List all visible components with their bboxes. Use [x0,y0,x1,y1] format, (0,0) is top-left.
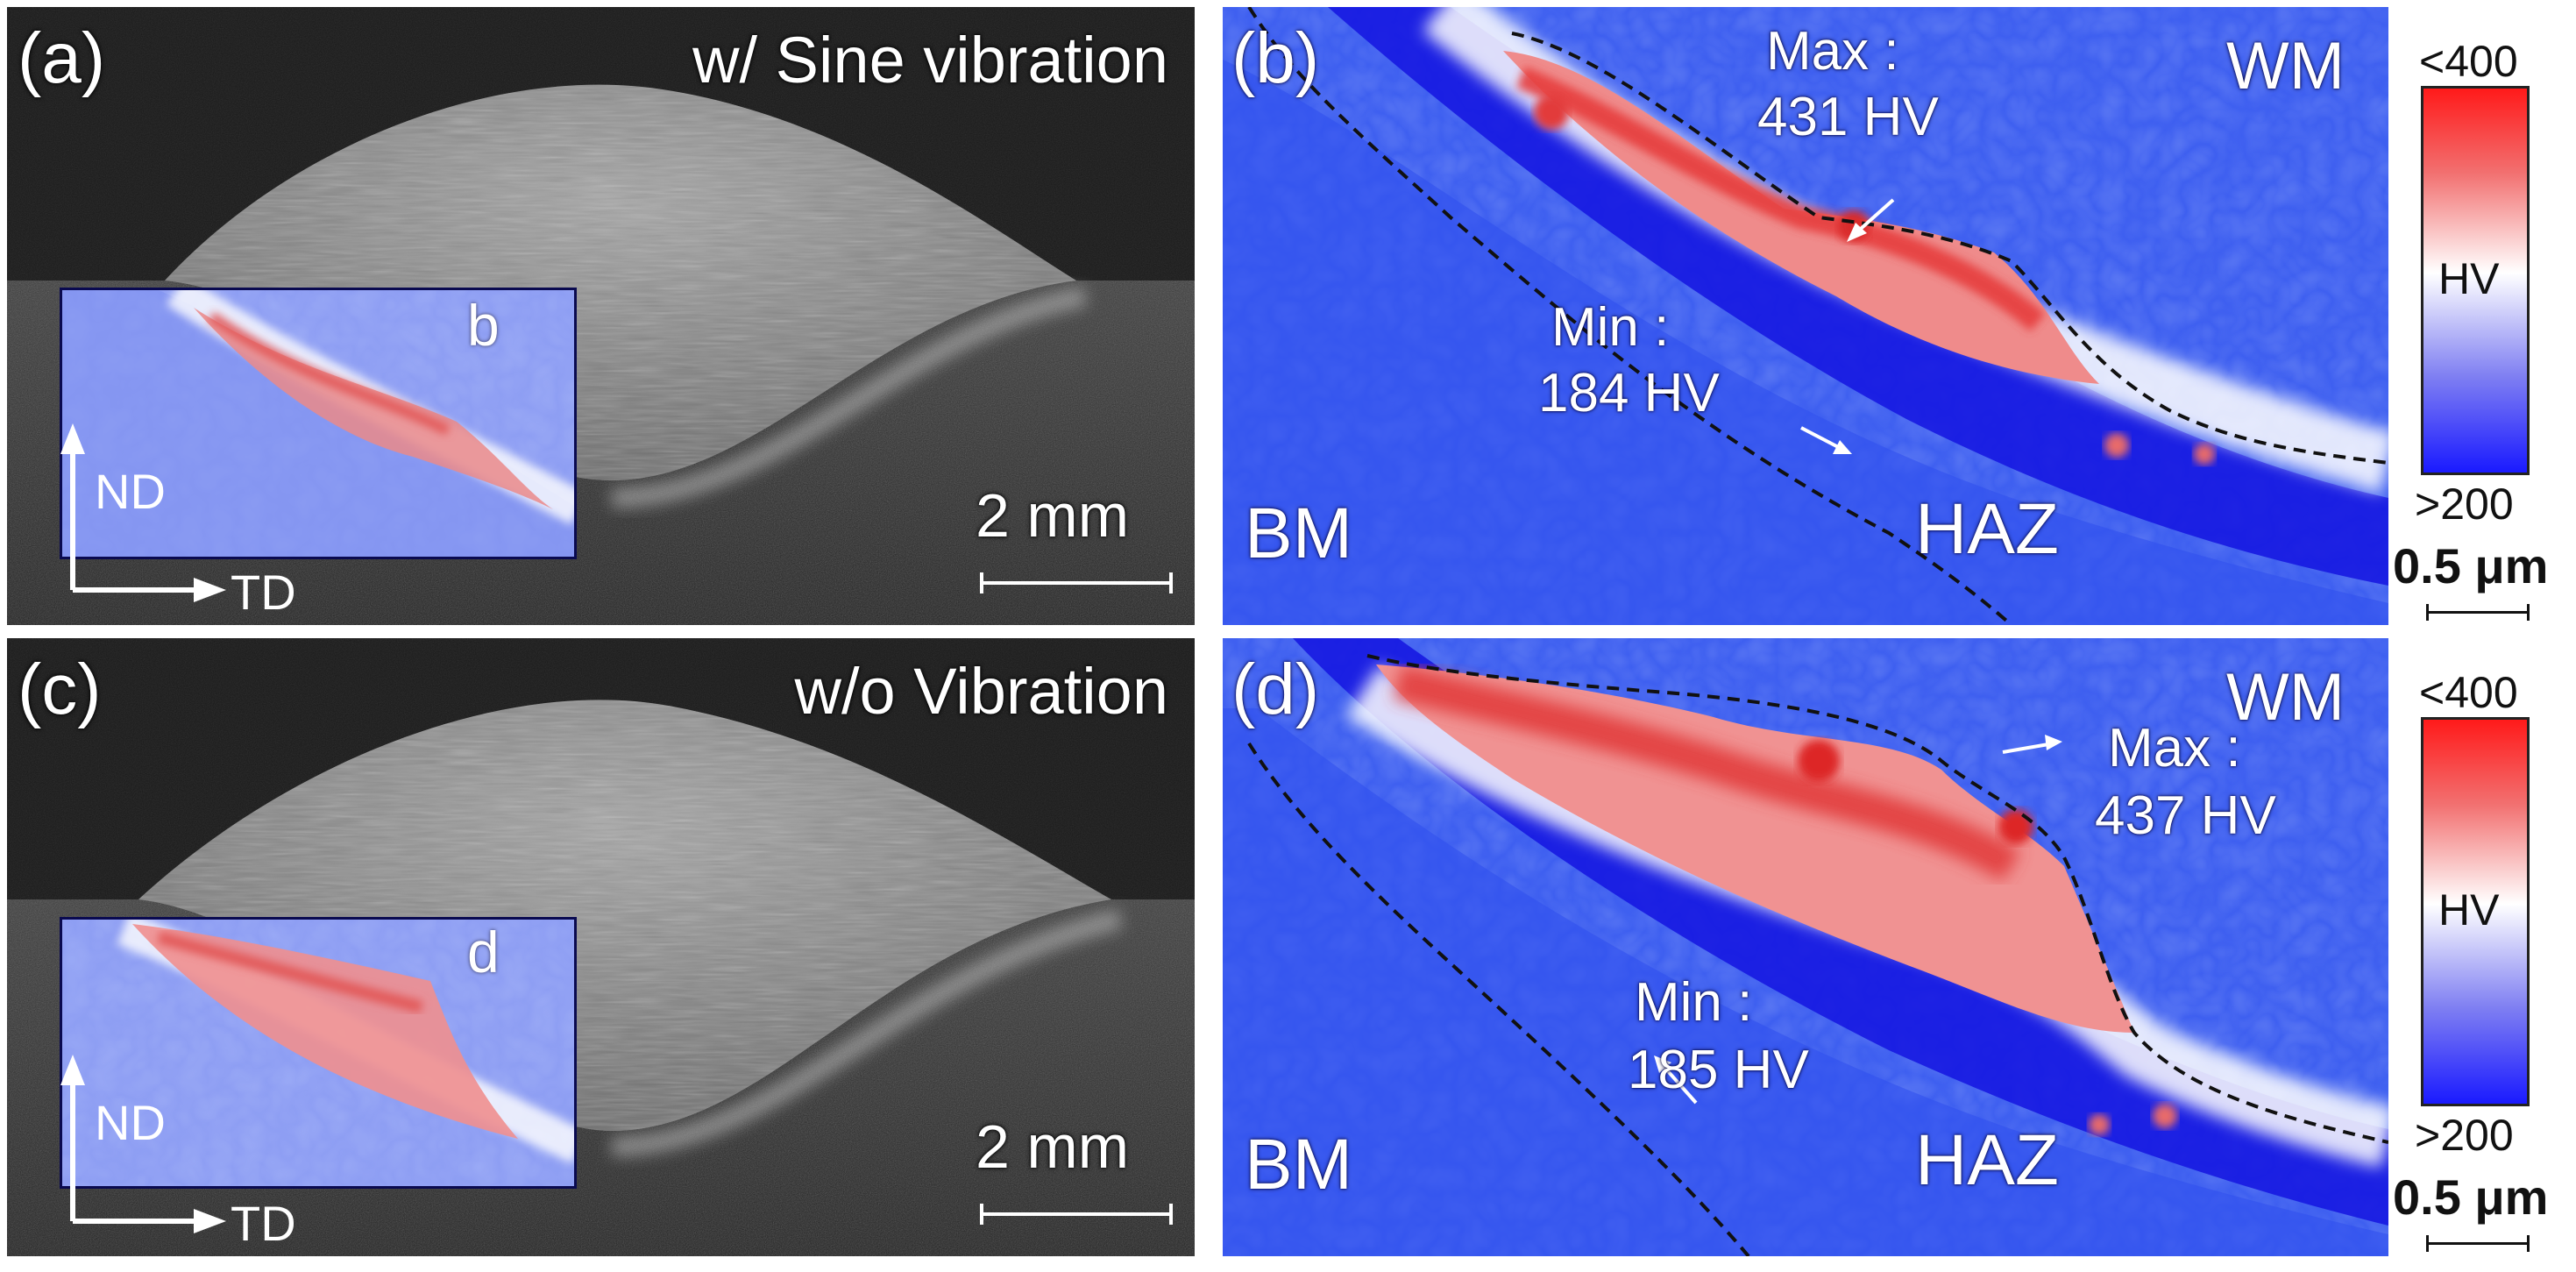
micrograph-panel-a: (a) w/ Sine vibration b ND TD 2 mm [7,7,1195,625]
panel-tag-c: (c) [18,650,102,729]
colorbar-mid-label-b: HV [2438,254,2500,303]
min-value-b: 184 HV [1538,363,1720,423]
bm-label-d: BM [1245,1125,1352,1204]
min-label-b: Min : [1551,297,1670,358]
scale-label-d: 0.5 μm [2393,1169,2549,1225]
nd-td-axes-icon [60,423,226,602]
min-label-d: Min : [1635,972,1753,1033]
wm-label-d: WM [2226,660,2345,735]
scale-bar-a [980,572,1173,593]
hardness-map-d-image [1223,638,2388,1256]
colorbar-b [2421,86,2530,475]
condition-title-c: w/o Vibration [794,655,1168,728]
colorbar-d [2421,717,2530,1106]
max-value-b: 431 HV [1757,87,1939,147]
min-value-d: 185 HV [1628,1040,1809,1100]
max-value-d: 437 HV [2095,785,2276,846]
colorbar-top-label-d: <400 [2419,668,2518,717]
panel-tag-b: (b) [1231,18,1320,98]
scale-label-b: 0.5 μm [2393,538,2549,593]
nd-td-axes-icon [60,1055,226,1233]
scale-label-c: 2 mm [976,1112,1129,1181]
axis-label-td-a: TD [231,565,296,620]
panel-tag-a: (a) [18,18,106,98]
colorbar-top-label-b: <400 [2419,37,2518,86]
scale-bar-b [2426,604,2530,621]
inset-tag-b: b [467,293,500,358]
axis-label-nd-a: ND [95,464,166,519]
haz-label-b: HAZ [1915,489,2059,569]
scale-bar-c [980,1204,1173,1225]
max-label-b: Max : [1766,21,1899,82]
colorbar-mid-label-d: HV [2438,885,2500,934]
max-label-d: Max : [2108,718,2241,778]
hardness-map-b-image [1223,7,2388,625]
wm-label-b: WM [2226,29,2345,103]
bm-label-b: BM [1245,494,1352,573]
hardness-map-panel-b: (b) Max : 431 HV Min : 184 HV WM BM HAZ [1223,7,2388,625]
inset-tag-d: d [467,920,500,984]
colorbar-bottom-label-d: >200 [2415,1111,2514,1160]
colorbar-bottom-label-b: >200 [2415,480,2514,529]
axis-label-td-c: TD [231,1196,296,1251]
scale-bar-d [2426,1235,2530,1252]
hardness-inset-c [60,917,577,1189]
haz-label-d: HAZ [1915,1120,2059,1200]
micrograph-panel-c: (c) w/o Vibration d ND TD 2 mm [7,638,1195,1256]
condition-title-a: w/ Sine vibration [692,24,1168,96]
hardness-inset-a [60,288,577,559]
panel-tag-d: (d) [1231,650,1320,729]
scale-label-a: 2 mm [976,481,1129,550]
hardness-map-panel-d: (d) Max : 437 HV Min : 185 HV WM BM HAZ [1223,638,2388,1256]
axis-label-nd-c: ND [95,1095,166,1150]
